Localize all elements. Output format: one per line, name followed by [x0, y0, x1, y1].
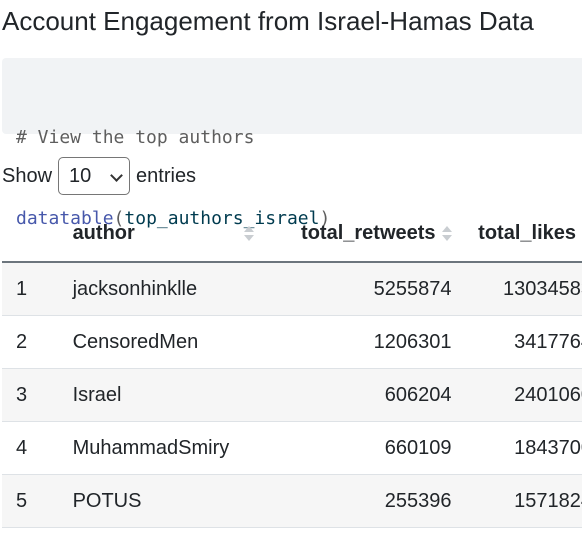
entries-select[interactable]: 10	[58, 157, 131, 195]
table-row[interactable]: 1 jacksonhinklle 5255874 13034583	[2, 262, 582, 316]
sort-icon	[243, 225, 254, 241]
code-block: # View the top authors datatable(top_aut…	[2, 58, 582, 229]
table-row[interactable]: 5 POTUS 255396 1571824	[2, 474, 582, 528]
row-index: 5	[2, 474, 73, 528]
column-header-total-retweets-label: total_retweets	[301, 221, 436, 244]
cell-author: Israel	[72, 368, 260, 422]
table-row[interactable]: 2 CensoredMen 1206301 3417764	[2, 315, 582, 369]
cell-author: CensoredMen	[72, 315, 260, 369]
entries-select-value: 10	[69, 164, 92, 187]
cell-total-retweets: 1206301	[259, 315, 452, 369]
cell-total-retweets: 660109	[259, 421, 452, 475]
cell-author: jacksonhinklle	[72, 262, 260, 316]
column-header-author-label: author	[72, 221, 135, 244]
cell-total-likes: 13034583	[451, 262, 582, 316]
column-header-total-likes[interactable]: total_likes	[451, 205, 582, 263]
row-index: 1	[2, 262, 73, 316]
row-index: 2	[2, 315, 73, 369]
column-header-index	[2, 205, 73, 263]
cell-total-likes: 1843700	[451, 421, 582, 475]
table-header-row: author total_retweets total_likes	[2, 205, 582, 263]
cell-total-retweets: 606204	[259, 368, 452, 422]
section-heading: Account Engagement from Israel-Hamas Dat…	[2, 6, 534, 36]
code-comment: # View the top authors	[16, 127, 255, 148]
column-header-author[interactable]: author	[72, 205, 260, 263]
row-index: 3	[2, 368, 73, 422]
entries-label: entries	[136, 164, 197, 187]
cell-author: POTUS	[72, 474, 260, 528]
table-row[interactable]: 3 Israel 606204 2401060	[2, 368, 582, 422]
row-index: 4	[2, 421, 73, 475]
show-label: Show	[2, 164, 53, 187]
cell-author: MuhammadSmiry	[72, 421, 260, 475]
chevron-down-icon	[110, 169, 123, 182]
column-header-total-retweets[interactable]: total_retweets	[259, 205, 452, 263]
cell-total-likes: 2401060	[451, 368, 582, 422]
sort-icon	[441, 225, 452, 241]
column-header-total-likes-label: total_likes	[478, 221, 576, 244]
cell-total-likes: 1571824	[451, 474, 582, 528]
cell-total-retweets: 5255874	[259, 262, 452, 316]
entries-length-control: Show 10 entries	[2, 156, 196, 196]
cell-total-retweets: 255396	[259, 474, 452, 528]
table-row[interactable]: 4 MuhammadSmiry 660109 1843700	[2, 421, 582, 475]
authors-table: author total_retweets total_likes	[2, 205, 582, 528]
cell-total-likes: 3417764	[451, 315, 582, 369]
